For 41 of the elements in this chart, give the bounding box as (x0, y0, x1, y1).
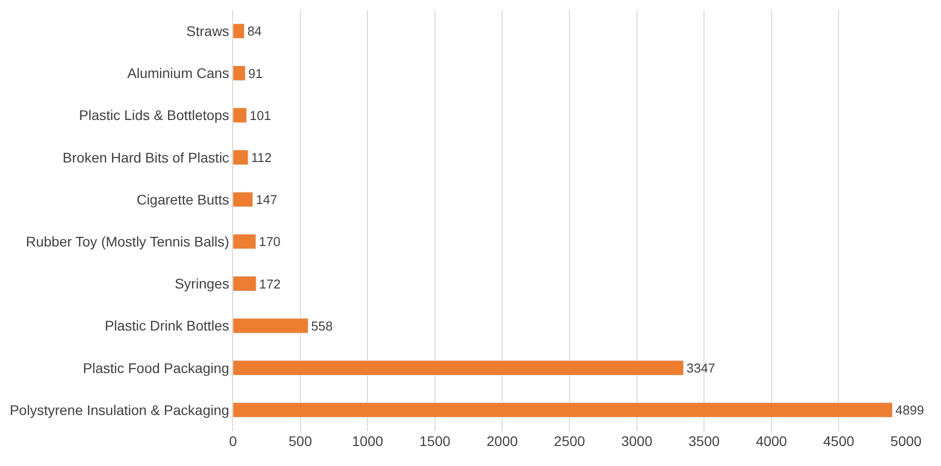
bar (233, 23, 245, 39)
y-tick-label: Polystyrene Insulation & Packaging (10, 402, 230, 418)
y-tick-label: Plastic Lids & Bottletops (79, 107, 230, 124)
bar (233, 402, 893, 418)
x-tick-label: 1500 (419, 433, 451, 449)
x-tick-label: 2500 (554, 433, 586, 449)
bar (233, 318, 308, 334)
bar (233, 66, 246, 81)
x-tick-label: 0 (229, 433, 238, 449)
data-label: 147 (256, 192, 278, 208)
data-label: 172 (259, 276, 281, 292)
x-tick-label: 1000 (352, 433, 384, 449)
y-tick-label: Syringes (174, 276, 230, 292)
bar (233, 276, 256, 292)
data-label: 112 (251, 150, 272, 165)
x-tick-label: 3000 (621, 433, 653, 449)
y-tick-label: Broken Hard Bits of Plastic (62, 149, 230, 166)
bar (233, 192, 254, 208)
x-tick-label: 500 (288, 433, 312, 449)
data-label: 4899 (895, 402, 924, 418)
x-tick-label: 3500 (688, 433, 720, 449)
y-tick-label: Plastic Food Packaging (82, 360, 230, 376)
data-label: 558 (311, 318, 333, 334)
x-tick-label: 2000 (486, 433, 518, 449)
bar (233, 108, 247, 123)
x-tick-label: 5000 (890, 433, 922, 449)
data-label: 3347 (686, 360, 716, 376)
x-tick-label: 4500 (823, 433, 854, 449)
bar (233, 234, 256, 250)
y-tick-label: Cigarette Butts (136, 191, 230, 208)
y-tick-label: Plastic Drink Bottles (104, 318, 230, 334)
y-tick-label: Aluminium Cans (127, 65, 230, 82)
data-label: 91 (248, 66, 263, 81)
data-label: 84 (247, 24, 262, 39)
bar (233, 360, 684, 376)
y-tick-label: Rubber Toy (Mostly Tennis Balls) (26, 233, 230, 250)
bar (233, 150, 248, 165)
data-label: 101 (250, 108, 272, 123)
y-tick-label: Straws (186, 22, 230, 39)
x-tick-label: 4000 (756, 433, 788, 449)
data-label: 170 (258, 234, 280, 250)
